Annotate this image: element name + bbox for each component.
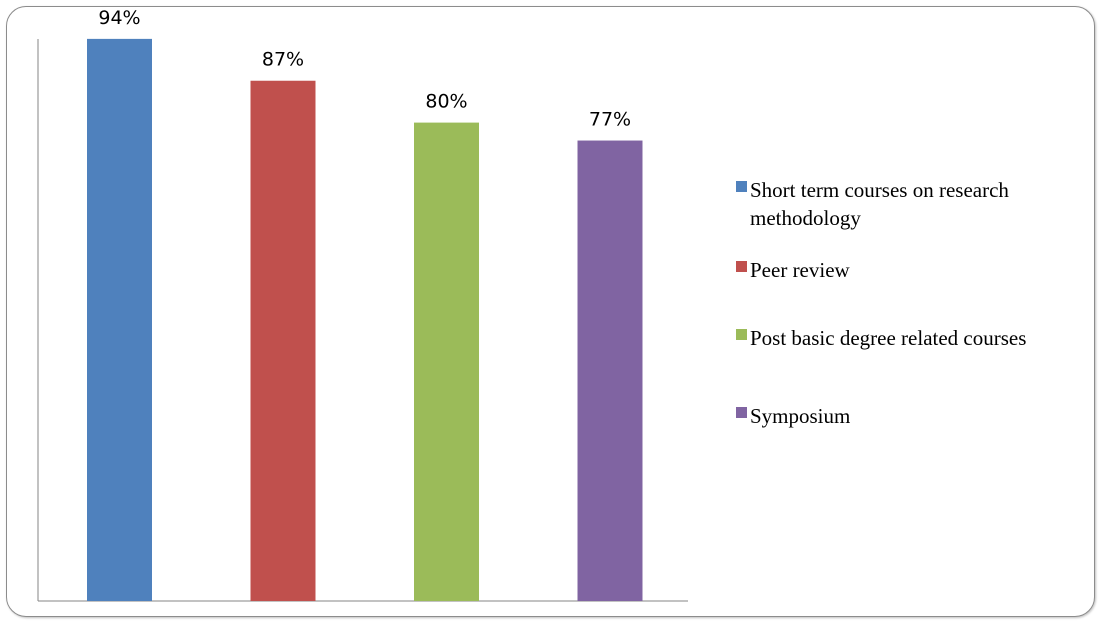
legend-key-purple [736,407,747,418]
legend-label: Symposium [750,404,851,428]
legend-label: Peer review [750,258,850,282]
plot-area: 94% 87% 80% 77% [37,7,688,602]
legend-label: Post basic degree related courses [750,326,1027,350]
bar-4 [577,140,643,602]
data-label: 77% [589,109,631,131]
legend-key-red [736,261,747,272]
data-label: 87% [262,49,304,71]
bar-3 [414,122,479,601]
data-label: 94% [98,7,140,29]
chart-frame [6,6,1095,617]
bar-1 [87,38,152,601]
legend-key-green [736,329,747,340]
legend-label: Short term courses on research methodolo… [750,178,1009,230]
data-label: 80% [425,91,467,113]
bar-2 [250,80,316,602]
legend-key-blue [736,181,747,192]
